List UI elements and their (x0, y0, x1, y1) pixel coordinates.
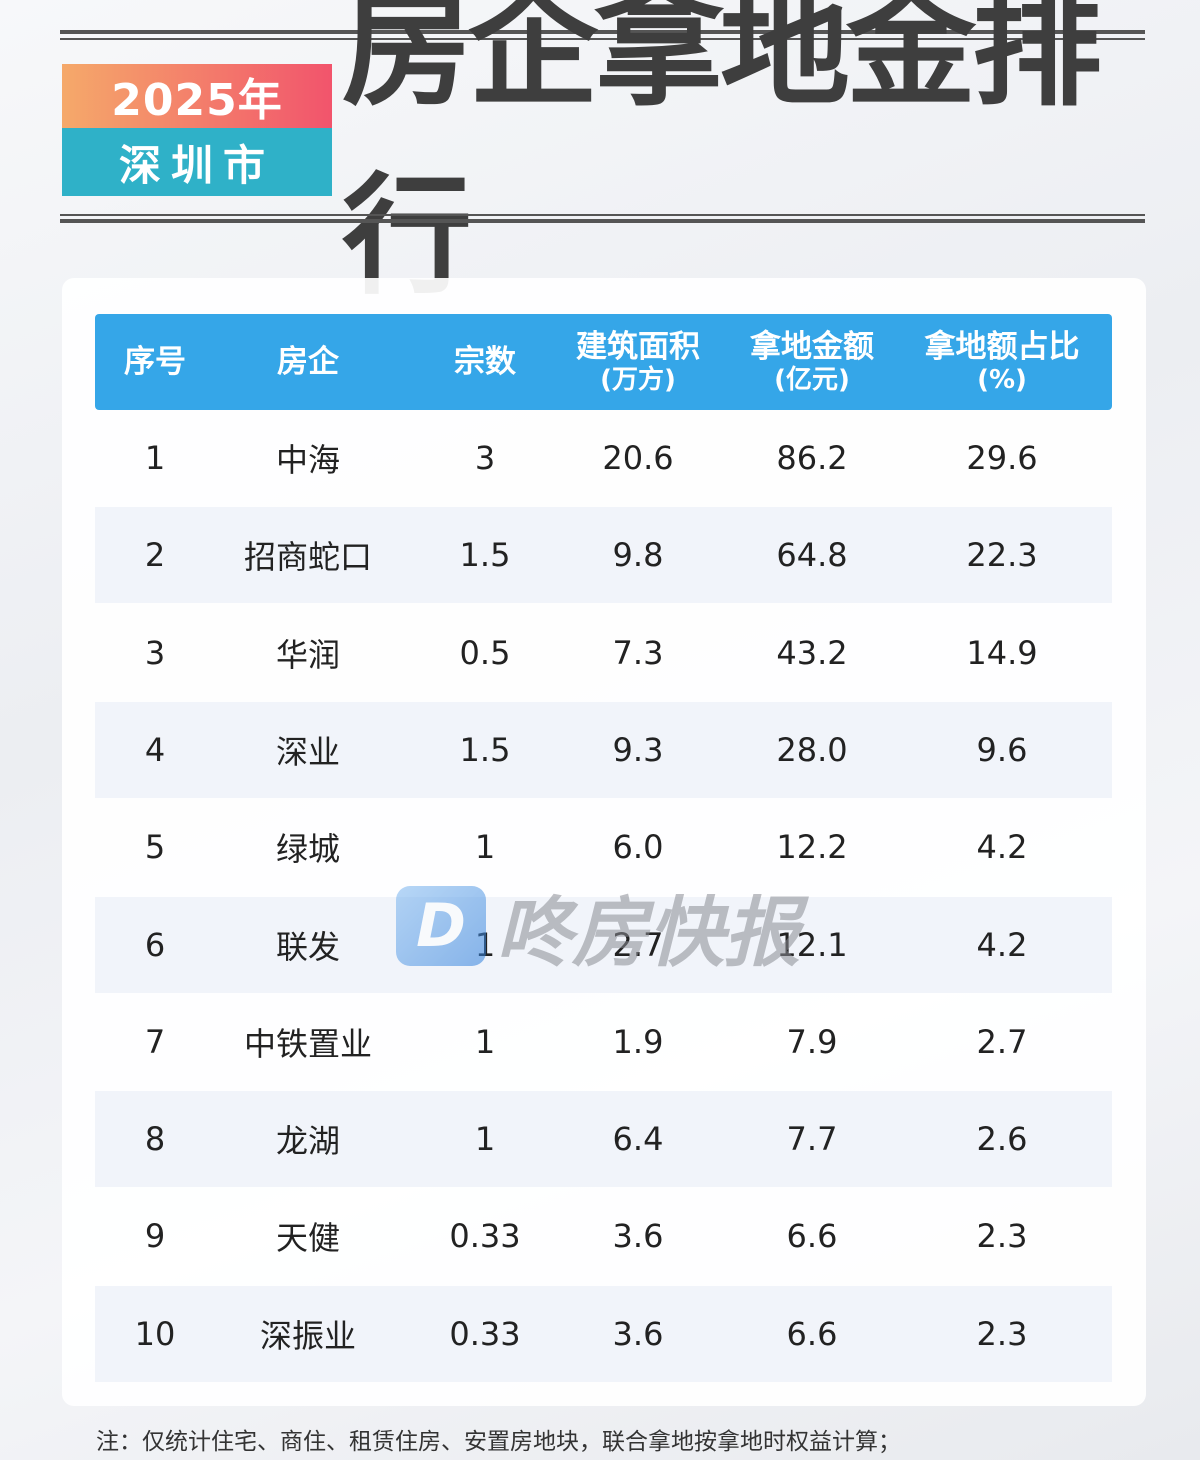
cell-rank: 7 (144, 1023, 166, 1061)
cell-amount: 6.6 (786, 1217, 838, 1255)
cell-rank: 6 (144, 926, 166, 964)
cell-share: 2.6 (976, 1120, 1028, 1158)
header-area-unit: (万方) (600, 365, 676, 395)
cell-amount: 7.7 (786, 1120, 838, 1158)
header-amount-unit: (亿元) (774, 365, 850, 395)
cell-share: 2.3 (976, 1315, 1028, 1353)
top-rule (60, 30, 1145, 34)
watermark: D 咚房快报 (396, 884, 800, 977)
cell-area: 9.8 (612, 536, 664, 574)
table-row: 3 华润 0.5 7.3 43.2 14.9 (95, 605, 1112, 701)
cell-share: 2.7 (976, 1023, 1028, 1061)
cell-count: 1 (474, 1120, 496, 1158)
cell-count: 1 (474, 1023, 496, 1061)
cell-company: 绿城 (275, 830, 341, 868)
cell-count: 0.33 (449, 1217, 521, 1255)
cell-count: 1 (474, 828, 496, 866)
table-row: 2 招商蛇口 1.5 9.8 64.8 22.3 (95, 507, 1112, 603)
bottom-rule (60, 219, 1145, 223)
table-row: 7 中铁置业 1 1.9 7.9 2.7 (95, 994, 1112, 1090)
city-badge: 深圳市 (62, 128, 332, 196)
cell-company: 龙湖 (275, 1122, 341, 1160)
cell-area: 6.4 (612, 1120, 664, 1158)
table-row: 4 深业 1.5 9.3 28.0 9.6 (95, 702, 1112, 798)
top-rule-thin (60, 38, 1145, 40)
header-amount: 拿地金额 (亿元) (750, 314, 874, 410)
cell-company: 天健 (275, 1219, 341, 1257)
cell-amount: 7.9 (786, 1023, 838, 1061)
cell-company: 深振业 (259, 1317, 357, 1355)
cell-share: 2.3 (976, 1217, 1028, 1255)
header-company-label: 房企 (277, 344, 339, 380)
cell-amount: 6.6 (786, 1315, 838, 1353)
cell-area: 1.9 (612, 1023, 664, 1061)
cell-count: 1.5 (459, 536, 511, 574)
cell-rank: 2 (144, 536, 166, 574)
cell-rank: 9 (144, 1217, 166, 1255)
cell-count: 1.5 (459, 731, 511, 769)
header-share-unit: (%) (977, 365, 1027, 395)
cell-company: 中海 (275, 441, 341, 479)
cell-rank: 1 (144, 439, 166, 477)
cell-company: 中铁置业 (243, 1025, 373, 1063)
watermark-text: 咚房快报 (496, 888, 800, 977)
cell-amount: 12.2 (776, 828, 848, 866)
cell-company: 深业 (275, 733, 341, 771)
cell-amount: 28.0 (776, 731, 848, 769)
cell-rank: 3 (144, 634, 166, 672)
cell-count: 0.5 (459, 634, 511, 672)
cell-count: 3 (474, 439, 496, 477)
table-row: 5 绿城 1 6.0 12.2 4.2 (95, 799, 1112, 895)
cell-amount: 43.2 (776, 634, 848, 672)
cell-area: 3.6 (612, 1217, 664, 1255)
cell-company: 联发 (275, 928, 341, 966)
header-rank: 序号 (124, 314, 186, 410)
cell-share: 9.6 (976, 731, 1028, 769)
table-row: 9 天健 0.33 3.6 6.6 2.3 (95, 1188, 1112, 1284)
header-amount-label: 拿地金额 (750, 329, 874, 365)
cell-amount: 64.8 (776, 536, 848, 574)
watermark-logo-icon: D (396, 886, 486, 966)
cell-share: 4.2 (976, 926, 1028, 964)
table-row: 1 中海 3 20.6 86.2 29.6 (95, 410, 1112, 506)
cell-company: 华润 (275, 636, 341, 674)
cell-area: 3.6 (612, 1315, 664, 1353)
header-count-label: 宗数 (454, 344, 516, 380)
cell-area: 6.0 (612, 828, 664, 866)
table-row: 6联发12.712.14.2 (95, 897, 1112, 993)
cell-company: 招商蛇口 (243, 538, 373, 576)
header-area: 建筑面积 (万方) (576, 314, 700, 410)
cell-area: 20.6 (602, 439, 674, 477)
header-area-label: 建筑面积 (576, 329, 700, 365)
cell-amount: 86.2 (776, 439, 848, 477)
cell-area: 7.3 (612, 634, 664, 672)
header-count: 宗数 (454, 314, 516, 410)
cell-rank: 10 (134, 1315, 176, 1353)
header-share-label: 拿地额占比 (924, 329, 1080, 365)
cell-rank: 4 (144, 731, 166, 769)
table-row: 10 深振业 0.33 3.6 6.6 2.3 (95, 1286, 1112, 1382)
cell-rank: 5 (144, 828, 166, 866)
header-share: 拿地额占比 (%) (925, 314, 1080, 410)
cell-rank: 8 (144, 1120, 166, 1158)
cell-count: 0.33 (449, 1315, 521, 1353)
table-card (62, 278, 1146, 1406)
table-row: 8 龙湖 1 6.4 7.7 2.6 (95, 1091, 1112, 1187)
cell-share: 22.3 (966, 536, 1038, 574)
bottom-rule-thin (60, 214, 1145, 216)
cell-share: 14.9 (966, 634, 1038, 672)
header-rank-label: 序号 (124, 344, 186, 380)
header-company: 房企 (277, 314, 339, 410)
cell-area: 9.3 (612, 731, 664, 769)
cell-share: 29.6 (966, 439, 1038, 477)
footnote: 注：仅统计住宅、商住、租赁住房、安置房地块，联合拿地按拿地时权益计算； (96, 1429, 901, 1455)
cell-share: 4.2 (976, 828, 1028, 866)
title-badge: 2025年 深圳市 (62, 64, 332, 196)
year-badge: 2025年 (62, 64, 332, 128)
table-header: 序号 房企 宗数 建筑面积 (万方) 拿地金额 (亿元) 拿地额占比 (%) (95, 314, 1112, 410)
cell-amount: 12.1 (776, 926, 848, 964)
page-title: 房企拿地金排行 (342, 0, 1102, 312)
cell-area: 2.7 (612, 926, 664, 964)
